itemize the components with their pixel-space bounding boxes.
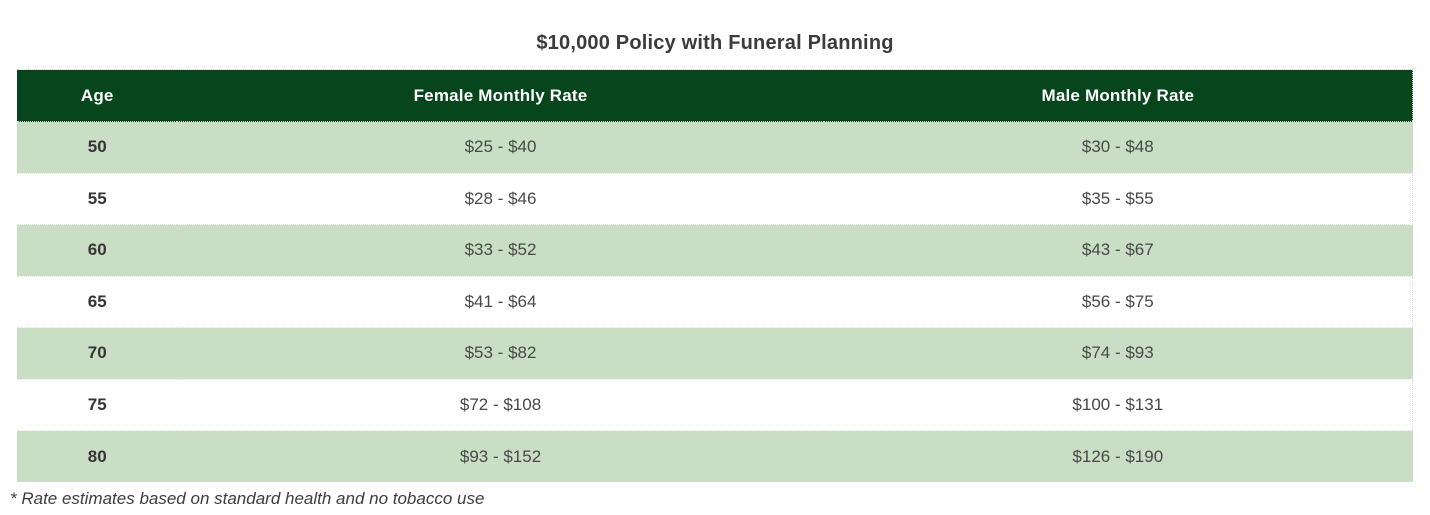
column-header-female: Female Monthly Rate [177,69,824,122]
rate-disclaimer-footnote: * Rate estimates based on standard healt… [10,489,485,508]
column-header-male: Male Monthly Rate [823,69,1413,122]
female-rate-cell: $72 - $108 [459,394,542,414]
male-rate-cell: $43 - $67 [1081,240,1154,260]
male-rate-cell: $100 - $131 [1072,394,1164,414]
page-title: $10,000 Policy with Funeral Planning [536,32,894,54]
age-cell: 60 [87,240,107,260]
age-cell: 65 [87,291,107,311]
age-cell: 75 [87,394,107,414]
male-rate-cell: $126 - $190 [1072,446,1164,466]
table-row: 60 $33 - $52 $43 - $67 [17,224,1413,276]
table-row: 50 $25 - $40 $30 - $48 [17,121,1413,173]
female-rate-cell: $28 - $46 [464,188,537,208]
male-rate-cell: $30 - $48 [1081,137,1154,157]
female-rate-cell: $33 - $52 [464,240,537,260]
table-row: 65 $41 - $64 $56 - $75 [17,276,1413,328]
table-body: 50 $25 - $40 $30 - $48 55 $28 - $46 $35 … [17,121,1413,482]
column-header-age: Age [17,69,178,122]
female-rate-cell: $41 - $64 [464,291,537,311]
male-rate-cell: $74 - $93 [1081,343,1154,363]
female-rate-cell: $53 - $82 [464,343,537,363]
table-row: 55 $28 - $46 $35 - $55 [17,173,1413,225]
female-rate-cell: $25 - $40 [464,137,537,157]
female-rate-cell: $93 - $152 [459,446,542,466]
policy-rates-table: Age Female Monthly Rate Male Monthly Rat… [17,69,1413,482]
table-row: 70 $53 - $82 $74 - $93 [17,327,1413,379]
male-rate-cell: $56 - $75 [1081,291,1154,311]
male-rate-cell: $35 - $55 [1081,188,1154,208]
age-cell: 70 [87,343,107,363]
age-cell: 55 [87,188,107,208]
table-row: 75 $72 - $108 $100 - $131 [17,379,1413,431]
table-header: Age Female Monthly Rate Male Monthly Rat… [17,69,1413,122]
table-row: 80 $93 - $152 $126 - $190 [17,430,1413,482]
age-cell: 50 [87,137,107,157]
age-cell: 80 [87,446,107,466]
table-header-row: Age Female Monthly Rate Male Monthly Rat… [17,69,1413,122]
